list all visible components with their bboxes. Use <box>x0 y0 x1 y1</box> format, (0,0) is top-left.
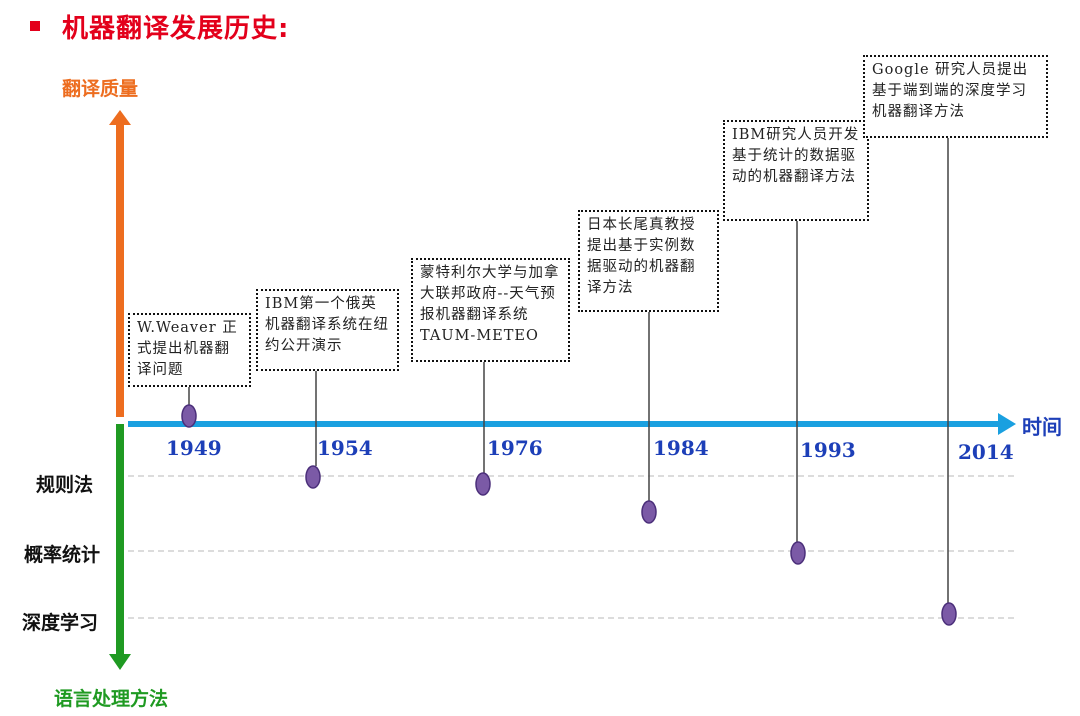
method-axis-label: 语言处理方法 <box>54 688 169 710</box>
event-box-1954: IBM第一个俄英机器翻译系统在纽约公开演示 <box>256 289 399 371</box>
year-1949: 1949 <box>166 436 222 460</box>
time-arrow-icon <box>128 413 1016 435</box>
event-box-1949: W.Weaver 正式提出机器翻译问题 <box>128 313 251 387</box>
event-box-1976: 蒙特利尔大学与加拿大联邦政府--天气预报机器翻译系统TAUM-METEO <box>411 258 570 362</box>
event-marker-1993 <box>790 541 806 565</box>
year-2014: 2014 <box>958 440 1014 464</box>
event-marker-1976 <box>475 472 491 496</box>
category-deep-learning: 深度学习 <box>22 612 99 634</box>
year-1976: 1976 <box>487 436 543 460</box>
event-box-1984: 日本长尾真教授提出基于实例数据驱动的机器翻译方法 <box>578 210 719 312</box>
event-box-1993: IBM研究人员开发基于统计的数据驱动的机器翻译方法 <box>723 120 869 221</box>
event-marker-1984 <box>641 500 657 524</box>
quality-arrow-icon <box>109 110 131 417</box>
year-1984: 1984 <box>653 436 709 460</box>
category-rules: 规则法 <box>36 474 94 496</box>
event-marker-1954 <box>305 465 321 489</box>
title-text: 机器翻译发展历史: <box>62 13 290 44</box>
method-arrow-icon <box>109 424 131 670</box>
event-box-2014: Google 研究人员提出基于端到端的深度学习机器翻译方法 <box>863 55 1048 138</box>
year-1954: 1954 <box>317 436 373 460</box>
time-axis-label: 时间 <box>1022 415 1062 439</box>
category-statistics: 概率统计 <box>24 544 101 566</box>
quality-axis-label: 翻译质量 <box>62 78 139 100</box>
slide-title: 机器翻译发展历史: <box>30 8 289 44</box>
title-bullet-icon <box>30 21 40 31</box>
event-marker-1949 <box>181 404 197 428</box>
year-1993: 1993 <box>800 438 856 462</box>
event-marker-2014 <box>941 602 957 626</box>
